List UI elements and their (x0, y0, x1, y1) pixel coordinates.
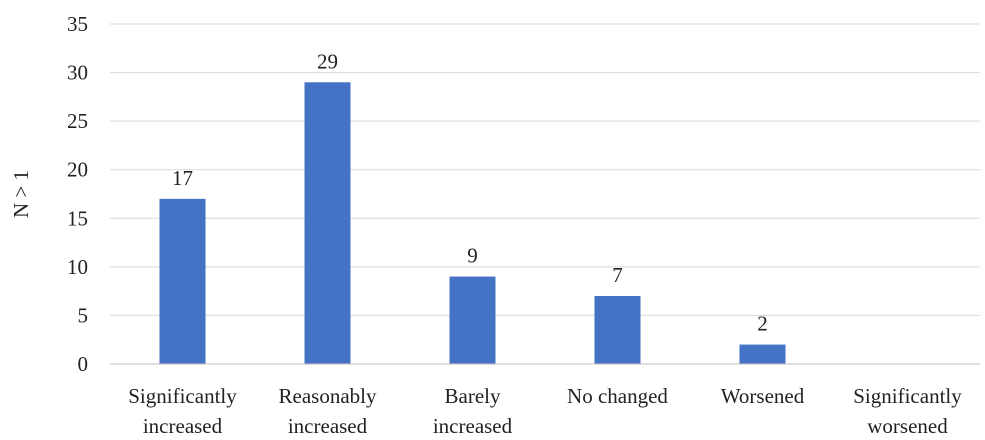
x-tick-label: Worsened (721, 384, 805, 408)
bar (304, 82, 351, 365)
data-label: 17 (172, 166, 193, 190)
bars (159, 82, 786, 365)
bar (449, 276, 496, 364)
y-axis-ticks: 0 5 10 15 20 25 30 35 (67, 12, 88, 376)
bar (159, 198, 206, 364)
bar (594, 296, 641, 364)
x-tick-label: Significantly worsened (853, 384, 962, 438)
y-tick-label: 30 (67, 61, 88, 85)
data-label: 9 (467, 244, 478, 268)
gridlines (110, 23, 980, 316)
y-tick-label: 5 (78, 303, 89, 327)
y-tick-label: 35 (67, 12, 88, 36)
x-tick-label: Significantly increased (128, 384, 237, 438)
y-tick-label: 25 (67, 109, 88, 133)
y-axis-title: N > 1 (9, 170, 33, 218)
y-tick-label: 0 (78, 352, 89, 376)
data-label: 2 (757, 312, 768, 336)
y-tick-label: 15 (67, 206, 88, 230)
x-tick-label: Reasonably increased (279, 384, 377, 438)
y-tick-label: 20 (67, 158, 88, 182)
data-label: 29 (317, 49, 338, 73)
y-tick-label: 10 (67, 255, 88, 279)
x-axis-labels: Significantly increased Reasonably increase… (128, 384, 962, 438)
data-label: 7 (612, 263, 623, 287)
data-labels: 17 29 9 7 2 (172, 49, 768, 335)
x-tick-label: No changed (567, 384, 668, 408)
bar (739, 344, 786, 364)
x-tick-label: Barely increased (433, 384, 513, 438)
